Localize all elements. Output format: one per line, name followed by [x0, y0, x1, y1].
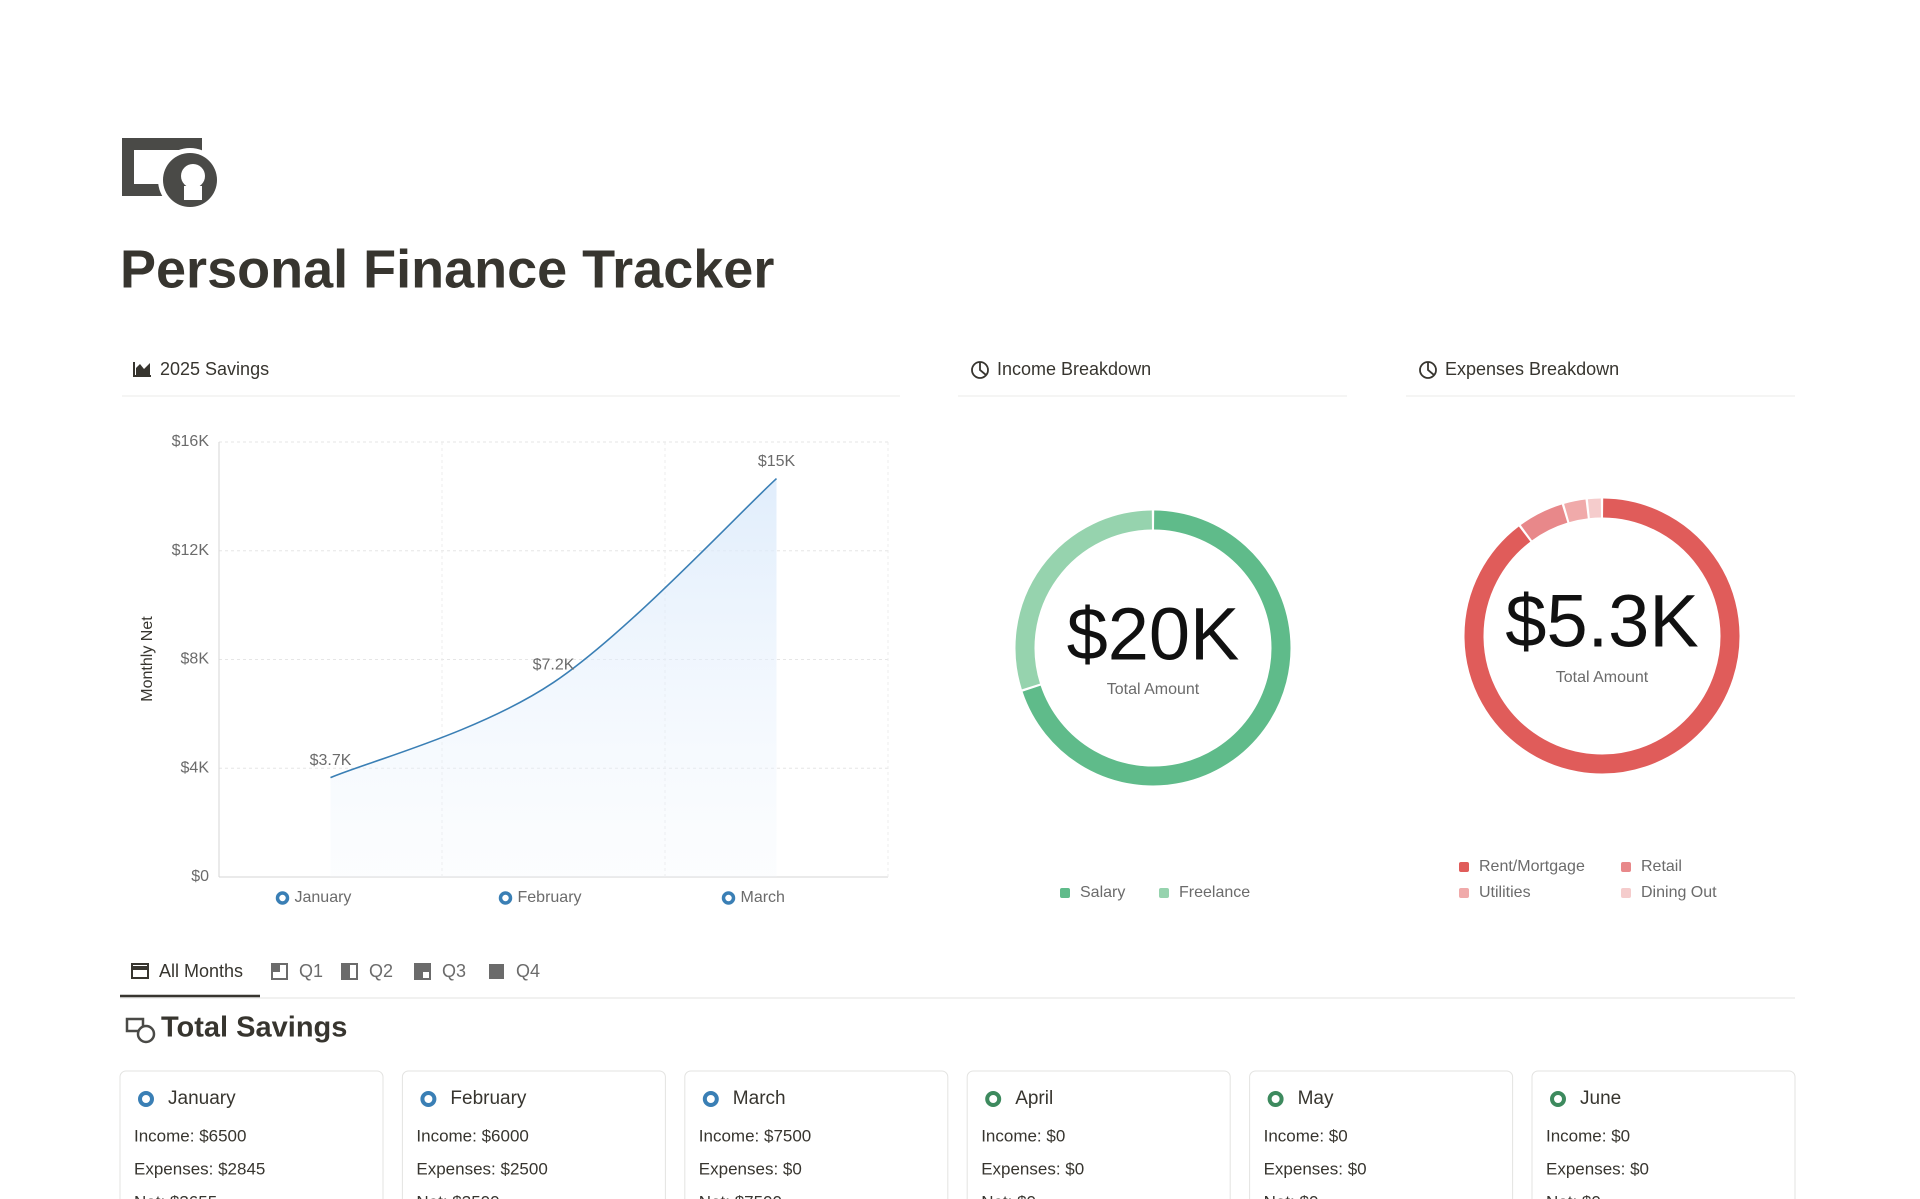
- status-dot: [985, 1091, 1002, 1107]
- card-title: June: [1580, 1088, 1621, 1109]
- legend-swatch: [1159, 888, 1169, 898]
- section-heading: Expenses Breakdown: [1445, 359, 1619, 379]
- card-net: Net: $0: [1546, 1192, 1601, 1199]
- y-tick-label: $16K: [172, 433, 210, 450]
- chart-icon: [133, 362, 151, 377]
- legend-label: Dining Out: [1641, 884, 1717, 901]
- data-label: $7.2K: [533, 657, 575, 674]
- tab[interactable]: Q3: [442, 961, 466, 981]
- legend-swatch: [1621, 862, 1631, 872]
- data-label: $3.7K: [310, 752, 352, 769]
- month-card[interactable]: [684, 1070, 949, 1199]
- savings-icon: [125, 1017, 156, 1044]
- legend-label: Retail: [1641, 858, 1682, 875]
- y-tick-label: $12K: [172, 542, 210, 559]
- donut-segment: [1464, 498, 1740, 774]
- donut-caption: Total Amount: [1107, 681, 1200, 698]
- tab[interactable]: Q2: [369, 961, 393, 981]
- month-card[interactable]: [1531, 1070, 1796, 1199]
- tab-icon: [271, 963, 504, 980]
- x-tick-label: January: [295, 889, 352, 906]
- card-income: Income: $0: [1546, 1126, 1630, 1145]
- legend-label: Rent/Mortgage: [1479, 858, 1585, 875]
- card-income: Income: $6500: [134, 1126, 246, 1145]
- legend-swatch: [1459, 888, 1469, 898]
- donut-segment: [1022, 510, 1291, 786]
- card-title: February: [450, 1088, 527, 1109]
- status-dot: [1267, 1091, 1284, 1107]
- status-dot: [1550, 1091, 1566, 1107]
- card-net: Net: $3500: [416, 1192, 499, 1199]
- status-dot: [702, 1091, 719, 1107]
- card-income: Income: $0: [981, 1126, 1065, 1145]
- donut-segment: [1564, 499, 1588, 523]
- card-expenses: Expenses: $2845: [134, 1159, 265, 1178]
- legend-marker: [721, 891, 736, 905]
- tab[interactable]: All Months: [159, 961, 243, 981]
- legend-swatch: [1060, 888, 1070, 898]
- tab-icon: [131, 963, 149, 979]
- donut-caption: Total Amount: [1556, 669, 1649, 686]
- card-net: Net: $0: [1264, 1192, 1319, 1199]
- pie-icon: [971, 361, 989, 379]
- donut-total: $5.3K: [1505, 580, 1698, 663]
- card-title: April: [1015, 1088, 1053, 1109]
- month-card[interactable]: [1249, 1070, 1514, 1199]
- legend-label: Freelance: [1179, 884, 1250, 901]
- donut-segment: [1587, 498, 1602, 519]
- card-expenses: Expenses: $0: [1546, 1159, 1649, 1178]
- card-title: May: [1298, 1088, 1334, 1109]
- tab[interactable]: Q4: [516, 961, 540, 981]
- area: [330, 478, 777, 877]
- section-title: Total Savings: [161, 1012, 347, 1044]
- x-tick-label: March: [741, 889, 785, 906]
- legend-swatch: [1621, 888, 1631, 898]
- page-icon: [122, 138, 222, 212]
- card-net: Net: $7500: [699, 1192, 782, 1199]
- section-heading: Income Breakdown: [997, 359, 1151, 379]
- status-dot: [420, 1091, 437, 1107]
- card-net: Net: $0: [981, 1192, 1036, 1199]
- card-expenses: Expenses: $0: [699, 1159, 802, 1178]
- card-expenses: Expenses: $2500: [416, 1159, 547, 1178]
- pie-icon: [1419, 361, 1437, 379]
- legend-marker: [498, 891, 513, 905]
- tab[interactable]: Q1: [299, 961, 323, 981]
- donut-segment: [1520, 504, 1568, 541]
- x-tick-label: February: [518, 889, 582, 906]
- card-income: Income: $7500: [699, 1126, 811, 1145]
- card-income: Income: $6000: [416, 1126, 528, 1145]
- donut-total: $20K: [1067, 593, 1240, 676]
- y-tick-label: $8K: [181, 651, 210, 668]
- card-net: Net: $3655: [134, 1192, 217, 1199]
- card-title: January: [168, 1088, 236, 1109]
- month-card[interactable]: [966, 1070, 1231, 1199]
- card-expenses: Expenses: $0: [981, 1159, 1084, 1178]
- card-expenses: Expenses: $0: [1264, 1159, 1367, 1178]
- data-label: $15K: [758, 453, 796, 470]
- y-tick-label: $4K: [181, 759, 210, 776]
- legend-label: Salary: [1080, 884, 1125, 901]
- month-card[interactable]: [401, 1070, 666, 1199]
- page-title: Personal Finance Tracker: [120, 239, 774, 299]
- section-heading: 2025 Savings: [160, 359, 269, 379]
- y-axis-label: Monthly Net: [139, 616, 156, 702]
- month-card[interactable]: [119, 1070, 384, 1199]
- donut-segment: [1015, 510, 1153, 690]
- y-tick-label: $0: [191, 868, 209, 885]
- card-title: March: [733, 1088, 786, 1109]
- legend-swatch: [1459, 862, 1469, 872]
- card-income: Income: $0: [1264, 1126, 1348, 1145]
- legend-marker: [275, 891, 290, 905]
- status-dot: [138, 1091, 154, 1107]
- legend-label: Utilities: [1479, 884, 1531, 901]
- line: [330, 477, 778, 779]
